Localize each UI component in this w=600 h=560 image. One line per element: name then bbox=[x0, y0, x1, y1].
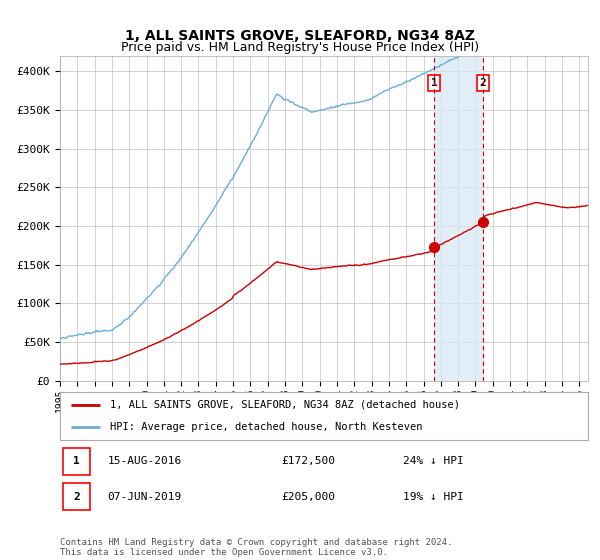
Text: 1, ALL SAINTS GROVE, SLEAFORD, NG34 8AZ (detached house): 1, ALL SAINTS GROVE, SLEAFORD, NG34 8AZ … bbox=[110, 400, 460, 410]
Text: HPI: Average price, detached house, North Kesteven: HPI: Average price, detached house, Nort… bbox=[110, 422, 422, 432]
Text: £205,000: £205,000 bbox=[282, 492, 336, 502]
Text: 1, ALL SAINTS GROVE, SLEAFORD, NG34 8AZ: 1, ALL SAINTS GROVE, SLEAFORD, NG34 8AZ bbox=[125, 29, 475, 44]
Text: 2: 2 bbox=[73, 492, 80, 502]
Text: 19% ↓ HPI: 19% ↓ HPI bbox=[403, 492, 464, 502]
Bar bbox=[434, 56, 483, 381]
Text: £172,500: £172,500 bbox=[282, 456, 336, 466]
Text: 15-AUG-2016: 15-AUG-2016 bbox=[107, 456, 182, 466]
Text: 24% ↓ HPI: 24% ↓ HPI bbox=[403, 456, 464, 466]
Text: 07-JUN-2019: 07-JUN-2019 bbox=[107, 492, 182, 502]
Text: Price paid vs. HM Land Registry's House Price Index (HPI): Price paid vs. HM Land Registry's House … bbox=[121, 41, 479, 54]
Text: 2: 2 bbox=[480, 78, 487, 88]
FancyBboxPatch shape bbox=[62, 483, 90, 510]
Text: 1: 1 bbox=[431, 78, 437, 88]
Text: Contains HM Land Registry data © Crown copyright and database right 2024.
This d: Contains HM Land Registry data © Crown c… bbox=[60, 538, 452, 557]
FancyBboxPatch shape bbox=[62, 448, 90, 475]
Text: 1: 1 bbox=[73, 456, 80, 466]
